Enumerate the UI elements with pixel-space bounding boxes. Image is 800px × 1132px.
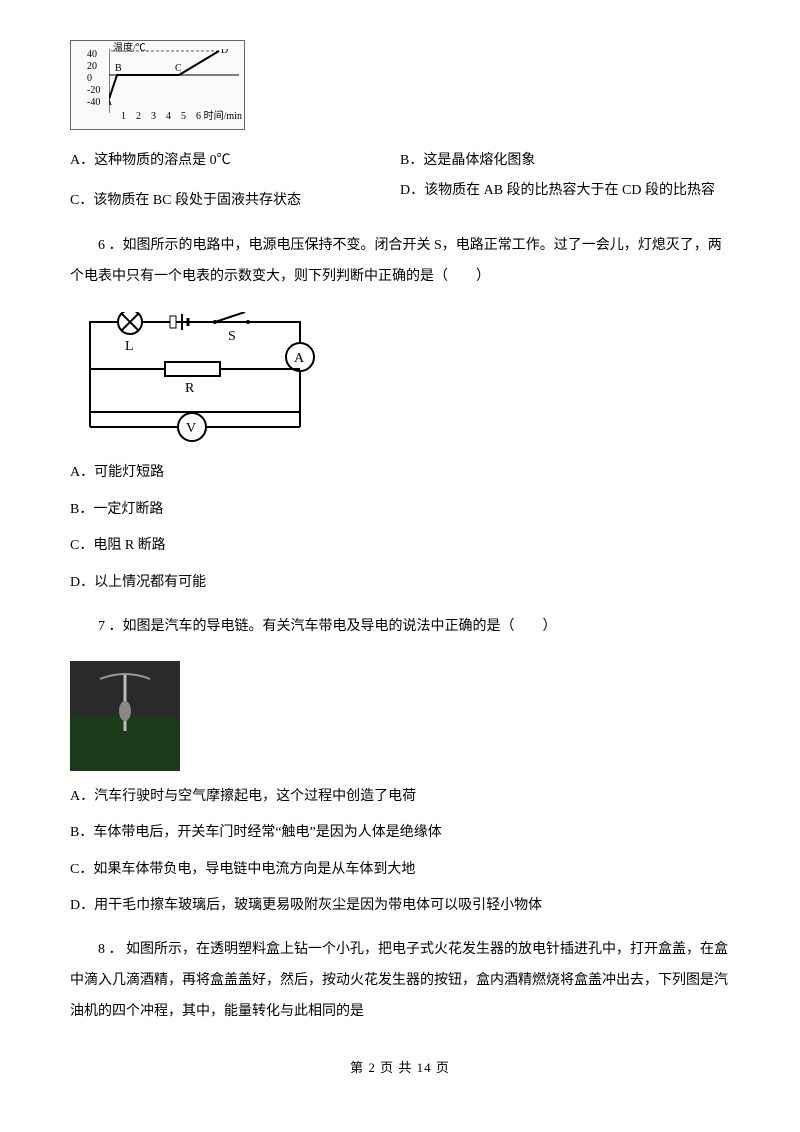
svg-text:B: B xyxy=(115,63,122,74)
q5-option-d: D．该物质在 AB 段的比热容大于在 CD 段的比热容 xyxy=(400,180,730,212)
svg-text:S: S xyxy=(228,329,236,344)
y-tick: -40 xyxy=(87,95,100,111)
page-footer: 第 2 页 共 14 页 xyxy=(70,1058,730,1079)
svg-text:A: A xyxy=(294,351,305,366)
q7-option-a: A．汽车行驶时与空气摩擦起电，这个过程中创造了电荷 xyxy=(70,786,730,808)
q5-option-b: B．这是晶体熔化图象 xyxy=(400,150,730,172)
q6-option-a: A．可能灯短路 xyxy=(70,462,730,484)
q7-option-b: B．车体带电后，开关车门时经常“触电”是因为人体是绝缘体 xyxy=(70,822,730,844)
q7-option-c: C．如果车体带负电，导电链中电流方向是从车体到大地 xyxy=(70,859,730,881)
q5-options-row1: A．这种物质的溶点是 0℃ B．这是晶体熔化图象 xyxy=(70,150,730,172)
q5-option-c: C．该物质在 BC 段处于固液共存状态 xyxy=(70,180,400,212)
q5-options-row2: C．该物质在 BC 段处于固液共存状态 D．该物质在 AB 段的比热容大于在 C… xyxy=(70,180,730,212)
q6-option-b: B．一定灯断路 xyxy=(70,499,730,521)
svg-text:D: D xyxy=(221,49,228,56)
q6-text: 6 ．如图所示的电路中，电源电压保持不变。闭合开关 S，电路正常工作。过了一会儿… xyxy=(70,231,730,293)
q7-text: 7 ．如图是汽车的导电链。有关汽车带电及导电的说法中正确的是（ ） xyxy=(70,612,730,643)
svg-text:A: A xyxy=(109,97,113,108)
conductor-chain-image xyxy=(70,661,180,771)
svg-text:R: R xyxy=(185,381,195,396)
q6-option-c: C．电阻 R 断路 xyxy=(70,535,730,557)
q8-text: 8 ． 如图所示，在透明塑料盒上钻一个小孔，把电子式火花发生器的放电针插进孔中，… xyxy=(70,935,730,1027)
svg-text:L: L xyxy=(125,339,134,354)
svg-text:V: V xyxy=(186,421,196,436)
circuit-diagram: L S A R V xyxy=(70,312,320,442)
q5-option-a: A．这种物质的溶点是 0℃ xyxy=(70,150,400,172)
q6-option-d: D．以上情况都有可能 xyxy=(70,572,730,594)
svg-text:C: C xyxy=(175,63,182,74)
temperature-graph: 温度/℃ 40 20 0 -20 -40 1 2 3 4 5 6 时间/min … xyxy=(70,40,245,130)
q7-option-d: D．用干毛巾擦车玻璃后，玻璃更易吸附灰尘是因为带电体可以吸引轻小物体 xyxy=(70,895,730,917)
